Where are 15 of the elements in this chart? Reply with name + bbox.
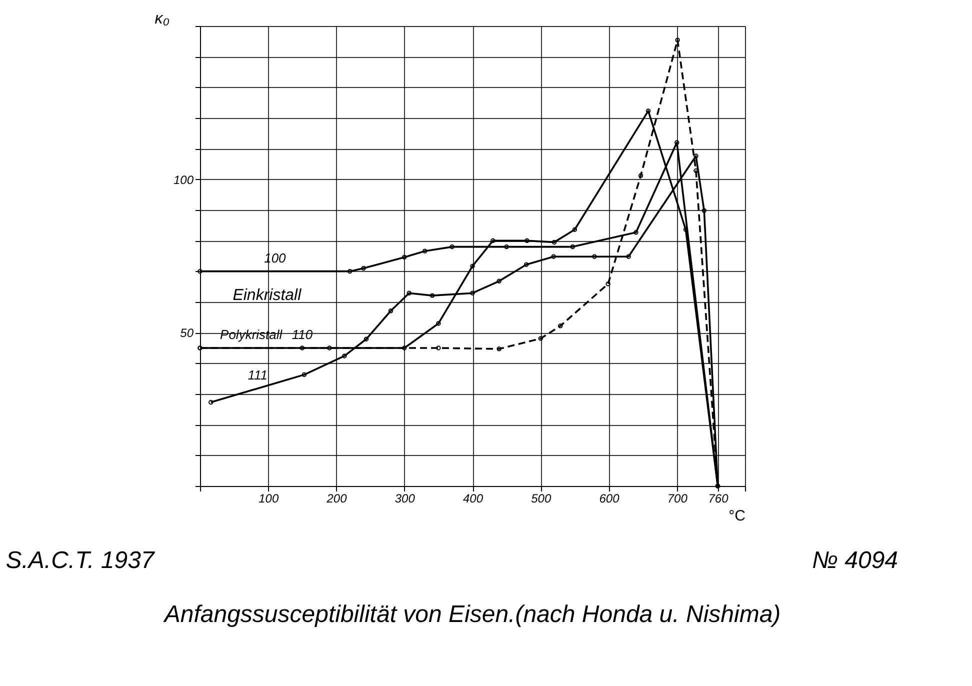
y-axis-title: κ₀	[154, 10, 170, 28]
x-tick-label: 600	[599, 492, 620, 506]
x-axis-title: °C	[728, 508, 746, 524]
x-tick-label: 300	[394, 492, 416, 506]
text: Anfangssusceptibilität von Eisen.(nach Honda u. Nishima)	[162, 601, 781, 628]
y-tick-label: 50	[180, 326, 194, 340]
x-tick-label: 100	[258, 492, 279, 506]
series-label: 111	[248, 367, 268, 382]
text: S.A.C.T. 1937	[6, 547, 156, 574]
x-tick-label: 760	[708, 492, 729, 506]
x-tick-label: 500	[531, 492, 552, 506]
text: № 4094	[812, 547, 898, 574]
x-tick-label: 700	[667, 492, 688, 506]
x-tick-label: 200	[326, 492, 348, 506]
x-tick-label: 400	[462, 492, 484, 506]
